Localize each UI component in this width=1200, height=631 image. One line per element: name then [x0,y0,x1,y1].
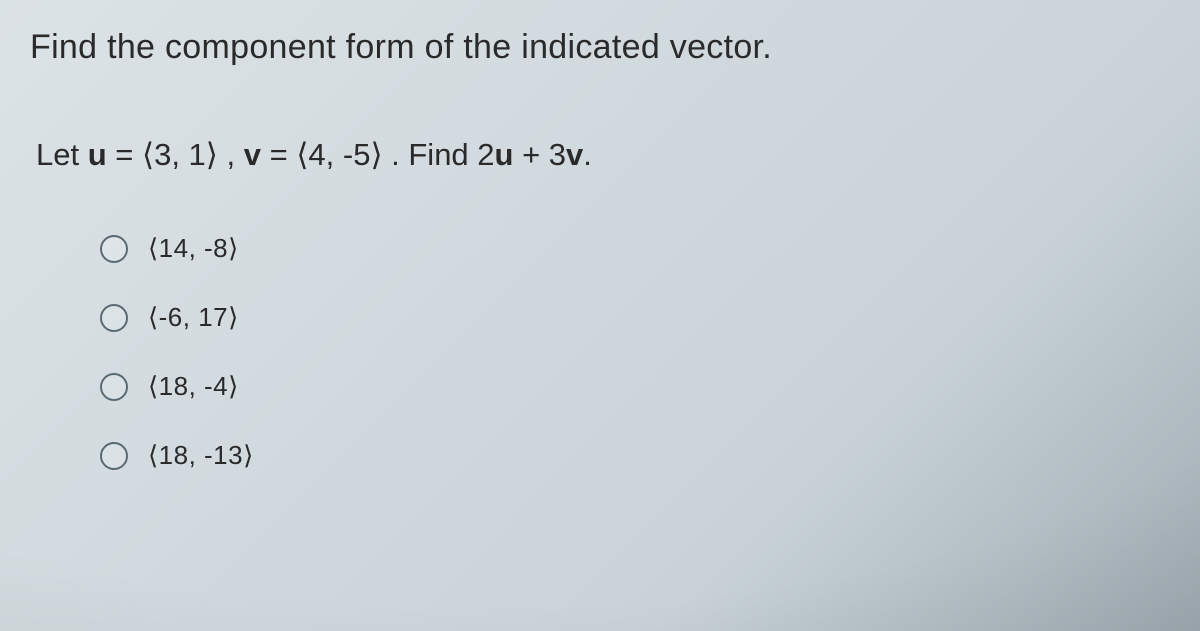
radio-icon[interactable] [100,373,128,401]
q-u2: u [495,137,514,172]
option-1[interactable]: ⟨14, -8⟩ [100,233,1170,264]
q-prefix: Let [36,137,88,172]
option-label: ⟨14, -8⟩ [148,233,239,264]
radio-icon[interactable] [100,442,128,470]
question-prompt: Let u = ⟨3, 1⟩ , v = ⟨4, -5⟩ . Find 2u +… [36,137,1170,173]
q-u-var: u [88,137,107,172]
q-v2: v [566,137,583,172]
option-label: ⟨18, -4⟩ [148,371,239,402]
option-3[interactable]: ⟨18, -4⟩ [100,371,1170,402]
option-2[interactable]: ⟨-6, 17⟩ [100,302,1170,333]
question-instruction: Find the component form of the indicated… [30,28,1170,67]
q-v-var: v [244,137,261,172]
q-plus: + 3 [513,137,566,172]
option-4[interactable]: ⟨18, -13⟩ [100,440,1170,471]
radio-icon[interactable] [100,235,128,263]
q-v-eq: = ⟨4, -5⟩ . Find 2 [261,137,495,172]
option-label: ⟨18, -13⟩ [148,440,254,471]
q-suffix: . [583,137,592,172]
q-u-eq: = ⟨3, 1⟩ , [107,137,244,172]
radio-icon[interactable] [100,304,128,332]
option-label: ⟨-6, 17⟩ [148,302,239,333]
options-group: ⟨14, -8⟩ ⟨-6, 17⟩ ⟨18, -4⟩ ⟨18, -13⟩ [100,233,1170,471]
